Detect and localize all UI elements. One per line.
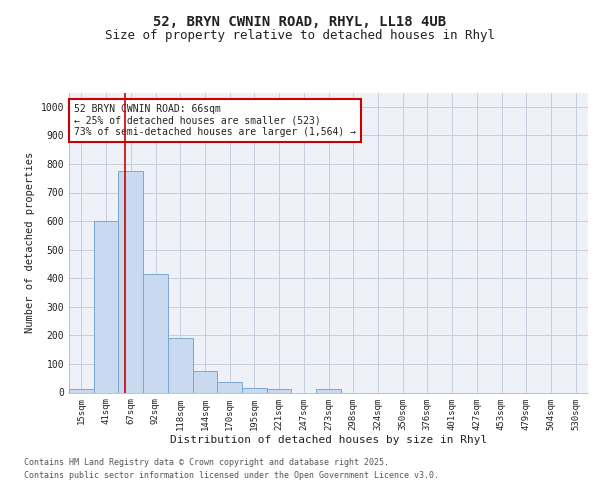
Text: 52 BRYN CWNIN ROAD: 66sqm
← 25% of detached houses are smaller (523)
73% of semi: 52 BRYN CWNIN ROAD: 66sqm ← 25% of detac… (74, 104, 356, 137)
Bar (242, 388, 267, 392)
Bar (316, 389, 341, 392)
X-axis label: Distribution of detached houses by size in Rhyl: Distribution of detached houses by size … (170, 435, 487, 445)
Bar (118, 171, 143, 392)
Bar (168, 338, 193, 392)
Text: Contains HM Land Registry data © Crown copyright and database right 2025.: Contains HM Land Registry data © Crown c… (24, 458, 389, 467)
Bar (69, 389, 94, 392)
Text: Size of property relative to detached houses in Rhyl: Size of property relative to detached ho… (105, 30, 495, 43)
Y-axis label: Number of detached properties: Number of detached properties (25, 152, 35, 333)
Bar (143, 274, 168, 392)
Text: Contains public sector information licensed under the Open Government Licence v3: Contains public sector information licen… (24, 472, 439, 480)
Bar (193, 371, 217, 392)
Bar (94, 221, 118, 392)
Bar (267, 389, 292, 392)
Text: 52, BRYN CWNIN ROAD, RHYL, LL18 4UB: 52, BRYN CWNIN ROAD, RHYL, LL18 4UB (154, 16, 446, 30)
Bar (217, 382, 242, 392)
